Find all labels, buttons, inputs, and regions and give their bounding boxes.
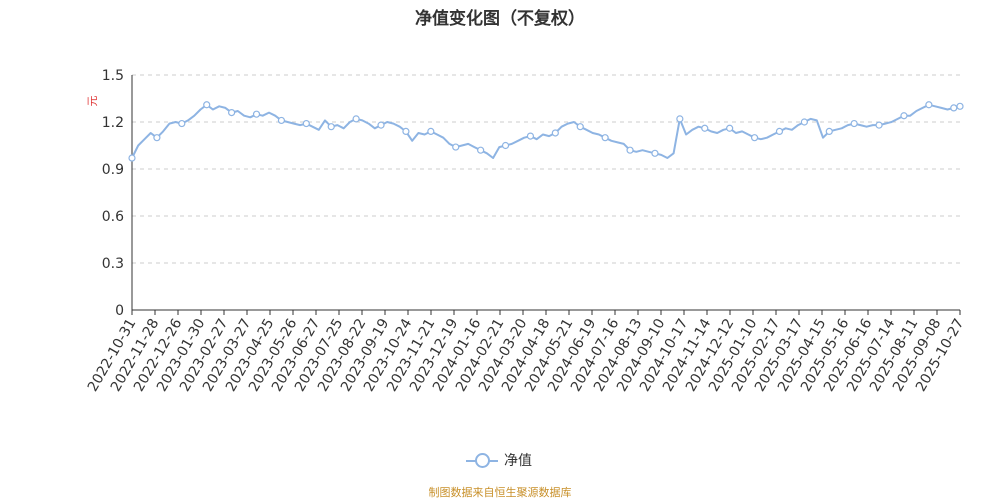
data-point-marker[interactable] (128, 154, 136, 162)
y-tick-label: 0 (115, 303, 124, 319)
y-tick-label: 0.9 (102, 162, 124, 178)
data-point-marker[interactable] (477, 146, 485, 154)
y-tick-label: 1.2 (102, 115, 124, 131)
data-point-marker[interactable] (576, 123, 584, 131)
data-point-marker[interactable] (252, 110, 261, 118)
data-point-marker[interactable] (875, 121, 883, 129)
data-point-marker[interactable] (427, 127, 435, 135)
data-point-marker[interactable] (626, 146, 634, 154)
series-line (131, 103, 961, 159)
y-tick-label: 0.6 (102, 209, 124, 225)
data-point-marker[interactable] (277, 116, 286, 125)
data-point-marker[interactable] (302, 119, 310, 128)
legend[interactable]: 净值 (466, 450, 532, 470)
data-point-marker[interactable] (501, 141, 510, 150)
data-point-marker[interactable] (925, 101, 933, 109)
data-point-marker[interactable] (850, 119, 858, 128)
chart-title: 净值变化图（不复权） (415, 9, 585, 29)
data-point-marker[interactable] (750, 134, 759, 142)
series-markers (128, 101, 964, 162)
data-point-marker[interactable] (203, 101, 211, 109)
data-point-marker[interactable] (377, 121, 385, 129)
data-point-marker[interactable] (551, 129, 559, 137)
series-nav-line (131, 103, 961, 159)
y-tick-label: 1.5 (102, 68, 124, 84)
data-point-marker[interactable] (228, 108, 236, 117)
data-point-marker[interactable] (352, 115, 360, 123)
grid-lines (132, 74, 960, 264)
legend-label: 净值 (504, 453, 532, 469)
legend-line-circle-icon (466, 453, 498, 468)
data-point-marker[interactable] (900, 112, 908, 120)
data-point-marker[interactable] (601, 134, 609, 142)
data-point-marker[interactable] (950, 104, 958, 112)
data-point-marker[interactable] (153, 134, 161, 142)
data-point-marker[interactable] (825, 127, 833, 135)
data-source-note: 制图数据来自恒生聚源数据库 (428, 486, 572, 499)
data-point-marker[interactable] (526, 132, 535, 140)
x-tick-labels: 2022-10-312022-11-282022-12-262023-01-30… (85, 316, 968, 395)
data-point-marker[interactable] (701, 124, 709, 132)
y-axis-unit-label: 元 (86, 96, 99, 107)
axes (131, 75, 961, 315)
y-tick-labels: 0 0.3 0.6 0.9 1.2 1.5 (102, 68, 124, 319)
y-tick-label: 0.3 (102, 256, 124, 272)
data-point-marker[interactable] (402, 127, 410, 135)
data-point-marker[interactable] (676, 115, 684, 123)
data-point-marker[interactable] (726, 124, 734, 132)
data-point-marker[interactable] (651, 149, 659, 157)
data-point-marker[interactable] (956, 102, 964, 110)
data-point-marker[interactable] (452, 143, 460, 151)
data-point-marker[interactable] (800, 118, 808, 126)
data-point-marker[interactable] (178, 119, 186, 128)
data-point-marker[interactable] (327, 123, 335, 131)
data-point-marker[interactable] (775, 127, 784, 135)
